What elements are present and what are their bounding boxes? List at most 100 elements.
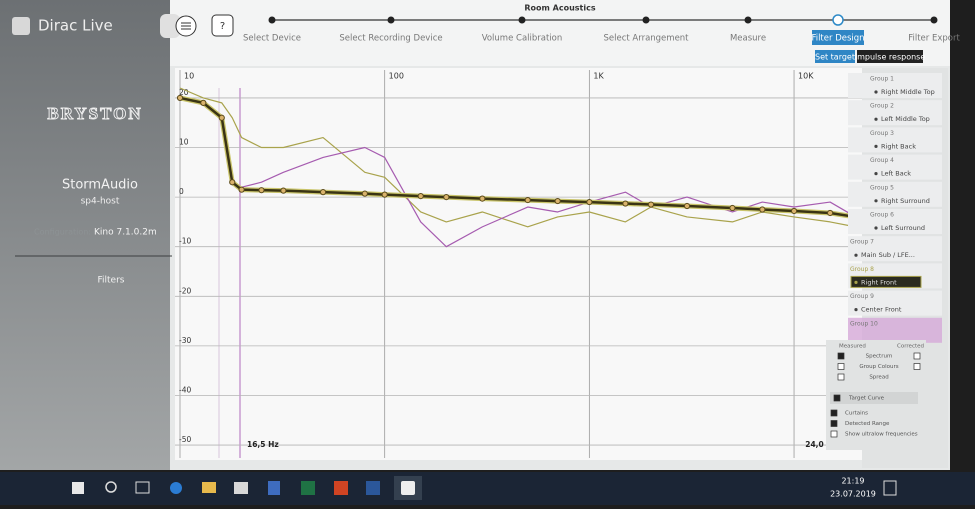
channel-name[interactable]: Right Back — [881, 142, 916, 150]
target-node[interactable] — [258, 187, 265, 194]
target-node[interactable] — [280, 187, 287, 194]
target-node[interactable] — [479, 195, 486, 202]
target-node[interactable] — [176, 94, 184, 102]
group-item[interactable] — [848, 290, 942, 316]
x-tick-label: 10 — [184, 72, 194, 81]
channel-dot — [854, 280, 858, 284]
target-node[interactable] — [238, 186, 245, 193]
channel-name[interactable]: Left Back — [881, 170, 911, 178]
target-node[interactable] — [554, 197, 561, 205]
device-name: StormAudio — [62, 178, 138, 193]
target-node[interactable] — [218, 114, 225, 121]
channel-name[interactable]: Left Middle Top — [881, 115, 930, 123]
step-label[interactable]: Filter Design — [811, 34, 864, 44]
step-dot — [642, 16, 650, 24]
window-title: Room Acoustics — [524, 4, 595, 13]
help-button[interactable] — [211, 14, 234, 37]
brand: BRYSTON — [47, 104, 142, 123]
step-dot — [930, 16, 938, 24]
target-node[interactable] — [361, 190, 368, 197]
group-name: Group 8 — [850, 266, 874, 273]
task-view-icon[interactable] — [135, 481, 150, 494]
notification-icon[interactable] — [883, 480, 897, 496]
group-name: Group 9 — [850, 293, 874, 300]
target-node[interactable] — [647, 201, 655, 208]
y-tick-label: -10 — [179, 237, 191, 246]
dirac-icon — [401, 481, 415, 495]
excel-icon[interactable] — [301, 481, 315, 495]
powerpoint-icon[interactable] — [334, 481, 348, 495]
y-tick-label: 10 — [179, 138, 189, 147]
target-node[interactable] — [759, 206, 766, 213]
channel-name[interactable]: Main Sub / LFE... — [861, 251, 915, 259]
checkbox[interactable] — [830, 409, 838, 417]
extra-label: Curtains — [845, 411, 868, 417]
checkbox[interactable] — [833, 394, 841, 402]
x-tick-label: 100 — [389, 72, 404, 81]
target-node[interactable] — [790, 207, 798, 215]
checkbox[interactable] — [830, 420, 838, 427]
group-item[interactable] — [848, 317, 942, 343]
target-node[interactable] — [826, 209, 834, 217]
target-node[interactable] — [443, 194, 450, 201]
channel-dot — [854, 308, 858, 312]
channel-name[interactable]: Left Surround — [881, 224, 925, 232]
group-item[interactable] — [848, 154, 942, 180]
channel-name[interactable]: Center Front — [861, 306, 902, 314]
step-dot — [268, 16, 276, 24]
range-label: 24,0 kHz — [805, 440, 842, 449]
group-item[interactable] — [848, 100, 942, 126]
collapse-button[interactable] — [160, 14, 180, 38]
target-node[interactable] — [200, 99, 207, 106]
target-node[interactable] — [417, 193, 424, 200]
checkbox[interactable] — [830, 430, 838, 438]
host-name: sp4-host — [81, 197, 120, 207]
store-icon[interactable] — [234, 482, 248, 494]
step-label[interactable]: Volume Calibration — [482, 34, 563, 44]
word-icon[interactable] — [366, 481, 380, 495]
step-label[interactable]: Measure — [730, 34, 766, 44]
group-item[interactable] — [848, 127, 942, 153]
group-item[interactable] — [848, 181, 942, 207]
y-tick-label: 0 — [179, 187, 184, 196]
channel-name[interactable]: Right Front — [861, 278, 897, 286]
target-node[interactable] — [586, 198, 593, 206]
checkbox[interactable] — [913, 352, 921, 360]
target-node[interactable] — [622, 200, 629, 207]
group-item[interactable] — [848, 236, 942, 262]
target-node[interactable] — [683, 202, 691, 210]
group-item[interactable] — [848, 73, 942, 98]
header-button[interactable] — [857, 50, 923, 63]
header-button[interactable] — [815, 50, 855, 63]
option-label: Spectrum — [866, 354, 893, 360]
step-label[interactable]: Select Recording Device — [339, 34, 442, 44]
target-node[interactable] — [319, 189, 327, 196]
target-node[interactable] — [229, 179, 236, 186]
channel-name[interactable]: Right Middle Top — [881, 88, 935, 96]
search-icon[interactable] — [105, 481, 117, 493]
y-tick-label: -30 — [179, 336, 191, 345]
checkbox[interactable] — [837, 352, 845, 360]
group-item[interactable] — [848, 209, 942, 234]
nav-filters[interactable]: Filters — [98, 276, 125, 286]
configuration: Kino 7.1.0.2m — [94, 228, 157, 238]
step-label[interactable]: Select Arrangement — [603, 34, 689, 44]
target-node[interactable] — [524, 196, 531, 204]
target-node[interactable] — [729, 204, 736, 212]
start-icon[interactable] — [72, 482, 84, 494]
step-label[interactable]: Filter Export — [908, 34, 960, 44]
explorer-icon[interactable] — [202, 482, 216, 493]
checkbox[interactable] — [837, 373, 845, 381]
target-node[interactable] — [381, 191, 388, 198]
channel-name[interactable]: Right Surround — [881, 197, 930, 205]
group-name: Group 10 — [850, 320, 878, 327]
column-header: Measured — [839, 344, 866, 350]
channel-dot — [874, 226, 878, 230]
taskbar-icons — [72, 476, 897, 500]
group-name: Group 3 — [870, 130, 894, 137]
checkbox[interactable] — [837, 363, 845, 370]
checkbox[interactable] — [913, 363, 921, 370]
step-label[interactable]: Select Device — [243, 34, 301, 44]
shield-icon[interactable] — [268, 481, 280, 495]
edge-icon[interactable] — [170, 482, 182, 494]
